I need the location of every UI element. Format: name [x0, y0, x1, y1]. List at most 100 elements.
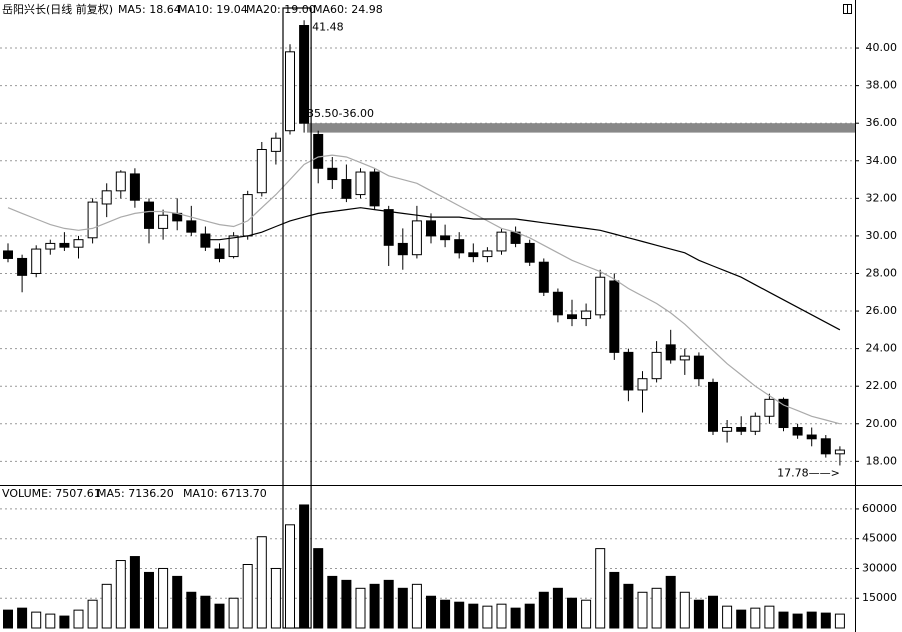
- candle-body: [806, 434, 817, 440]
- candle-body: [369, 171, 380, 207]
- candle-body: [722, 427, 733, 432]
- candle-body: [186, 220, 197, 233]
- candle-body: [285, 51, 295, 132]
- candle-body: [87, 201, 98, 239]
- volume-bar: [567, 597, 577, 629]
- volume-bar: [609, 571, 620, 629]
- y-tick-label: 20.00: [866, 417, 898, 430]
- candle-body: [538, 261, 549, 293]
- y-tick-label: 34.00: [866, 154, 898, 167]
- candle-body: [552, 291, 563, 316]
- volume-bar: [341, 579, 352, 629]
- y-tick-label: 32.00: [866, 191, 898, 204]
- volume-bar: [186, 591, 197, 629]
- volume-bar: [524, 603, 535, 629]
- candle-body: [665, 344, 676, 361]
- volume-bar: [73, 609, 84, 629]
- candle-body: [327, 167, 338, 181]
- volume-bar: [482, 605, 493, 629]
- candle-body: [17, 257, 28, 276]
- candle-body: [693, 355, 704, 380]
- volume-bar: [313, 548, 324, 629]
- volume-bar: [750, 607, 761, 629]
- volume-bar: [806, 611, 817, 629]
- volume-bar: [242, 563, 253, 629]
- volume-bar: [708, 595, 718, 629]
- volume-bar: [454, 601, 465, 629]
- candle-body: [426, 220, 436, 237]
- y-tick-label: 18.00: [866, 454, 898, 467]
- candle-body: [440, 235, 451, 241]
- candle-body: [158, 214, 169, 229]
- y-tick-label: 36.00: [866, 116, 898, 129]
- candle-body: [73, 239, 84, 248]
- candle-body: [736, 427, 747, 432]
- volume-bar: [355, 587, 366, 629]
- candle-body: [820, 438, 831, 455]
- volume-bar: [256, 536, 267, 629]
- volume-bar: [299, 504, 310, 629]
- candle-body: [750, 415, 761, 432]
- candle-body: [637, 378, 648, 391]
- volume-bar: [228, 597, 239, 629]
- volume-bar: [722, 605, 733, 629]
- candle-body: [3, 250, 13, 259]
- volume-bar: [440, 599, 451, 629]
- indicator-label: MA60: 24.98: [313, 3, 383, 16]
- candle-body: [115, 171, 126, 192]
- candle-body: [101, 190, 112, 205]
- y-tick-label: 30000: [862, 561, 897, 574]
- volume-bar: [538, 591, 549, 629]
- candle-body: [792, 427, 803, 436]
- y-tick-label: 24.00: [866, 342, 898, 355]
- candle-body: [524, 242, 535, 263]
- volume-bar: [426, 595, 436, 629]
- candle-body: [496, 231, 507, 252]
- volume-bar: [496, 603, 507, 629]
- y-tick-label: 30.00: [866, 229, 898, 242]
- candle-body: [214, 248, 225, 259]
- volume-bar: [17, 607, 28, 629]
- candle-body: [468, 252, 479, 258]
- y-tick-label: 38.00: [866, 79, 898, 92]
- volume-bar: [623, 583, 634, 629]
- candle-body: [31, 248, 42, 274]
- volume-bar: [101, 583, 112, 629]
- indicator-label: MA5: 18.64: [118, 3, 181, 16]
- y-tick-label: 45000: [862, 532, 897, 545]
- volume-bar: [144, 571, 154, 629]
- y-tick-label: 15000: [862, 591, 897, 604]
- candle-body: [129, 173, 140, 201]
- candle-body: [679, 355, 690, 361]
- y-tick-label: 22.00: [866, 379, 898, 392]
- volume-bar: [45, 613, 56, 629]
- volume-bar: [693, 599, 704, 629]
- price-annotation: 17.78——>: [777, 466, 840, 479]
- candle-body: [397, 242, 408, 256]
- y-tick-label: 26.00: [866, 304, 898, 317]
- volume-bar: [736, 609, 747, 629]
- volume-bar: [552, 587, 563, 629]
- candle-body: [454, 239, 465, 254]
- candle-body: [242, 194, 253, 237]
- volume-bar: [115, 560, 126, 629]
- volume-bar: [764, 605, 775, 629]
- chart-title: 岳阳兴长(日线 前复权): [2, 2, 113, 16]
- candle-body: [595, 276, 606, 316]
- volume-bar: [820, 612, 831, 629]
- volume-bar: [285, 524, 295, 629]
- volume-bar: [411, 583, 422, 629]
- volume-bar: [834, 613, 845, 629]
- candle-body: [45, 242, 56, 250]
- candle-body: [834, 449, 845, 455]
- candle-body: [411, 220, 422, 256]
- volume-bar: [214, 603, 225, 629]
- candle-body: [313, 133, 324, 169]
- volume-bar: [31, 611, 42, 629]
- volume-bar: [59, 615, 70, 629]
- volume-bar: [158, 567, 169, 629]
- candle-body: [59, 242, 70, 248]
- volume-bar: [665, 575, 676, 629]
- candle-body: [567, 314, 577, 320]
